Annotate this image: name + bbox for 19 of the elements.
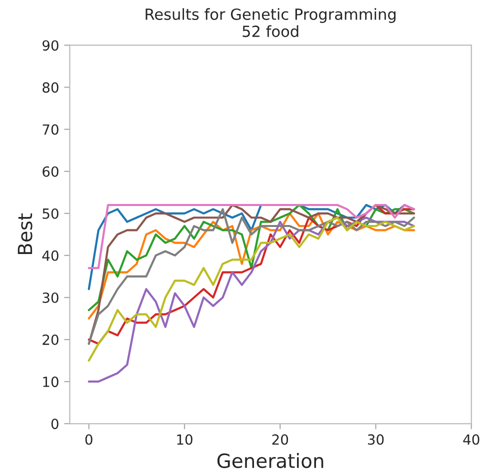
x-axis-title: Generation [217, 453, 324, 468]
y-tick-label: 60 [42, 166, 58, 177]
y-tick-label: 10 [43, 376, 58, 388]
chart-title: Results for Genetic Programming 52 food [146, 8, 396, 38]
x-tick-label: 40 [463, 434, 480, 445]
y-tick-label: 80 [42, 82, 58, 93]
x-tick-label: 0 [85, 434, 92, 445]
y-tick-label: 20 [42, 334, 58, 346]
x-tick-label: 30 [368, 434, 384, 445]
x-tick-label: 10 [177, 434, 192, 445]
y-tick-label: 90 [42, 40, 58, 51]
x-tick-label: 20 [272, 434, 288, 445]
line-series [88, 204, 416, 270]
y-tick-label: 50 [42, 208, 58, 219]
y-tick-label: 0 [51, 418, 58, 430]
y-axis-title: Best [18, 213, 32, 254]
y-tick-label: 70 [42, 124, 58, 135]
y-tick-label: 30 [42, 292, 58, 303]
y-tick-label: 40 [42, 250, 58, 261]
